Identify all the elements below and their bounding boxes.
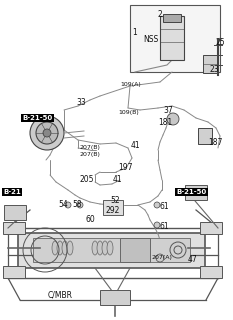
- Ellipse shape: [67, 241, 73, 255]
- Text: 25: 25: [216, 38, 226, 47]
- Text: C/MBR: C/MBR: [48, 290, 73, 299]
- Bar: [185, 185, 207, 200]
- Text: 58: 58: [72, 200, 82, 209]
- Circle shape: [154, 202, 160, 208]
- Text: 23: 23: [209, 65, 219, 74]
- Text: 197: 197: [118, 163, 133, 172]
- Text: 207(B): 207(B): [79, 145, 100, 150]
- Bar: [130, 5, 220, 72]
- Text: 207(B): 207(B): [79, 152, 100, 157]
- Text: 109(A): 109(A): [120, 82, 141, 87]
- Bar: [120, 238, 150, 262]
- Text: 205: 205: [79, 175, 93, 184]
- Bar: [160, 16, 184, 60]
- Text: 41: 41: [113, 175, 123, 184]
- Text: 47: 47: [188, 255, 198, 264]
- Text: 52: 52: [110, 196, 120, 205]
- Ellipse shape: [52, 241, 58, 255]
- Text: 109(B): 109(B): [118, 110, 139, 115]
- Bar: [203, 55, 217, 73]
- Bar: [103, 200, 123, 215]
- Text: 37: 37: [163, 106, 173, 115]
- Text: 60: 60: [85, 215, 95, 224]
- Circle shape: [167, 113, 179, 125]
- Text: 61: 61: [159, 222, 169, 231]
- Text: NSS: NSS: [143, 35, 158, 44]
- Text: 1: 1: [132, 28, 137, 37]
- Text: 181: 181: [158, 118, 172, 127]
- Circle shape: [30, 116, 64, 150]
- Text: 41: 41: [131, 141, 141, 150]
- Ellipse shape: [97, 241, 103, 255]
- Bar: [163, 14, 181, 22]
- Ellipse shape: [57, 241, 63, 255]
- Bar: [100, 290, 130, 305]
- Text: 2: 2: [157, 10, 162, 19]
- Bar: [3, 222, 25, 234]
- Circle shape: [43, 129, 51, 137]
- Text: B-21: B-21: [3, 189, 21, 195]
- Bar: [3, 266, 25, 278]
- Bar: [4, 205, 26, 220]
- Bar: [198, 128, 212, 144]
- Text: 54: 54: [58, 200, 68, 209]
- Text: 187: 187: [208, 138, 222, 147]
- Text: 207(A): 207(A): [152, 255, 173, 260]
- Bar: [200, 266, 222, 278]
- Bar: [200, 222, 222, 234]
- Circle shape: [156, 254, 164, 262]
- Circle shape: [77, 202, 83, 208]
- Text: 61: 61: [159, 202, 169, 211]
- Text: B-21-50: B-21-50: [176, 189, 206, 195]
- Text: 292: 292: [105, 206, 119, 215]
- Circle shape: [154, 222, 160, 228]
- Bar: [33, 238, 190, 262]
- Ellipse shape: [92, 241, 98, 255]
- Text: 33: 33: [76, 98, 86, 107]
- Ellipse shape: [62, 241, 68, 255]
- Bar: [18, 233, 205, 268]
- Circle shape: [36, 122, 58, 144]
- Ellipse shape: [102, 241, 108, 255]
- Circle shape: [65, 202, 71, 208]
- Text: B-21-50: B-21-50: [22, 115, 52, 121]
- Ellipse shape: [107, 241, 113, 255]
